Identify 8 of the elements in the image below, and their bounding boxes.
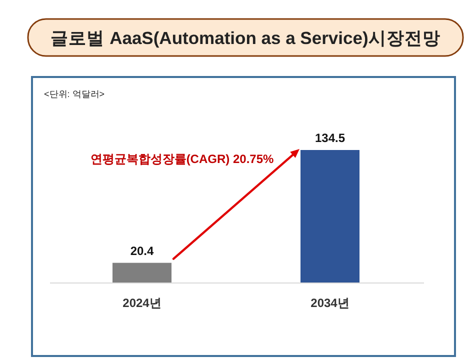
data-label: 134.5 — [314, 131, 346, 145]
annotation: 연평균복합성장률(CAGR) 20.75% — [90, 152, 274, 166]
data-label: 20.4 — [130, 244, 154, 258]
chart-title: 글로벌 AaaS(Automation as a Service)시장전망 — [50, 28, 440, 48]
title-box: 글로벌 AaaS(Automation as a Service)시장전망 — [27, 18, 464, 57]
x-tick-label: 2034년 — [310, 296, 350, 310]
chart-subtitle: <단위: 억달러> — [44, 89, 105, 99]
x-tick-label: 2024년 — [122, 296, 162, 310]
